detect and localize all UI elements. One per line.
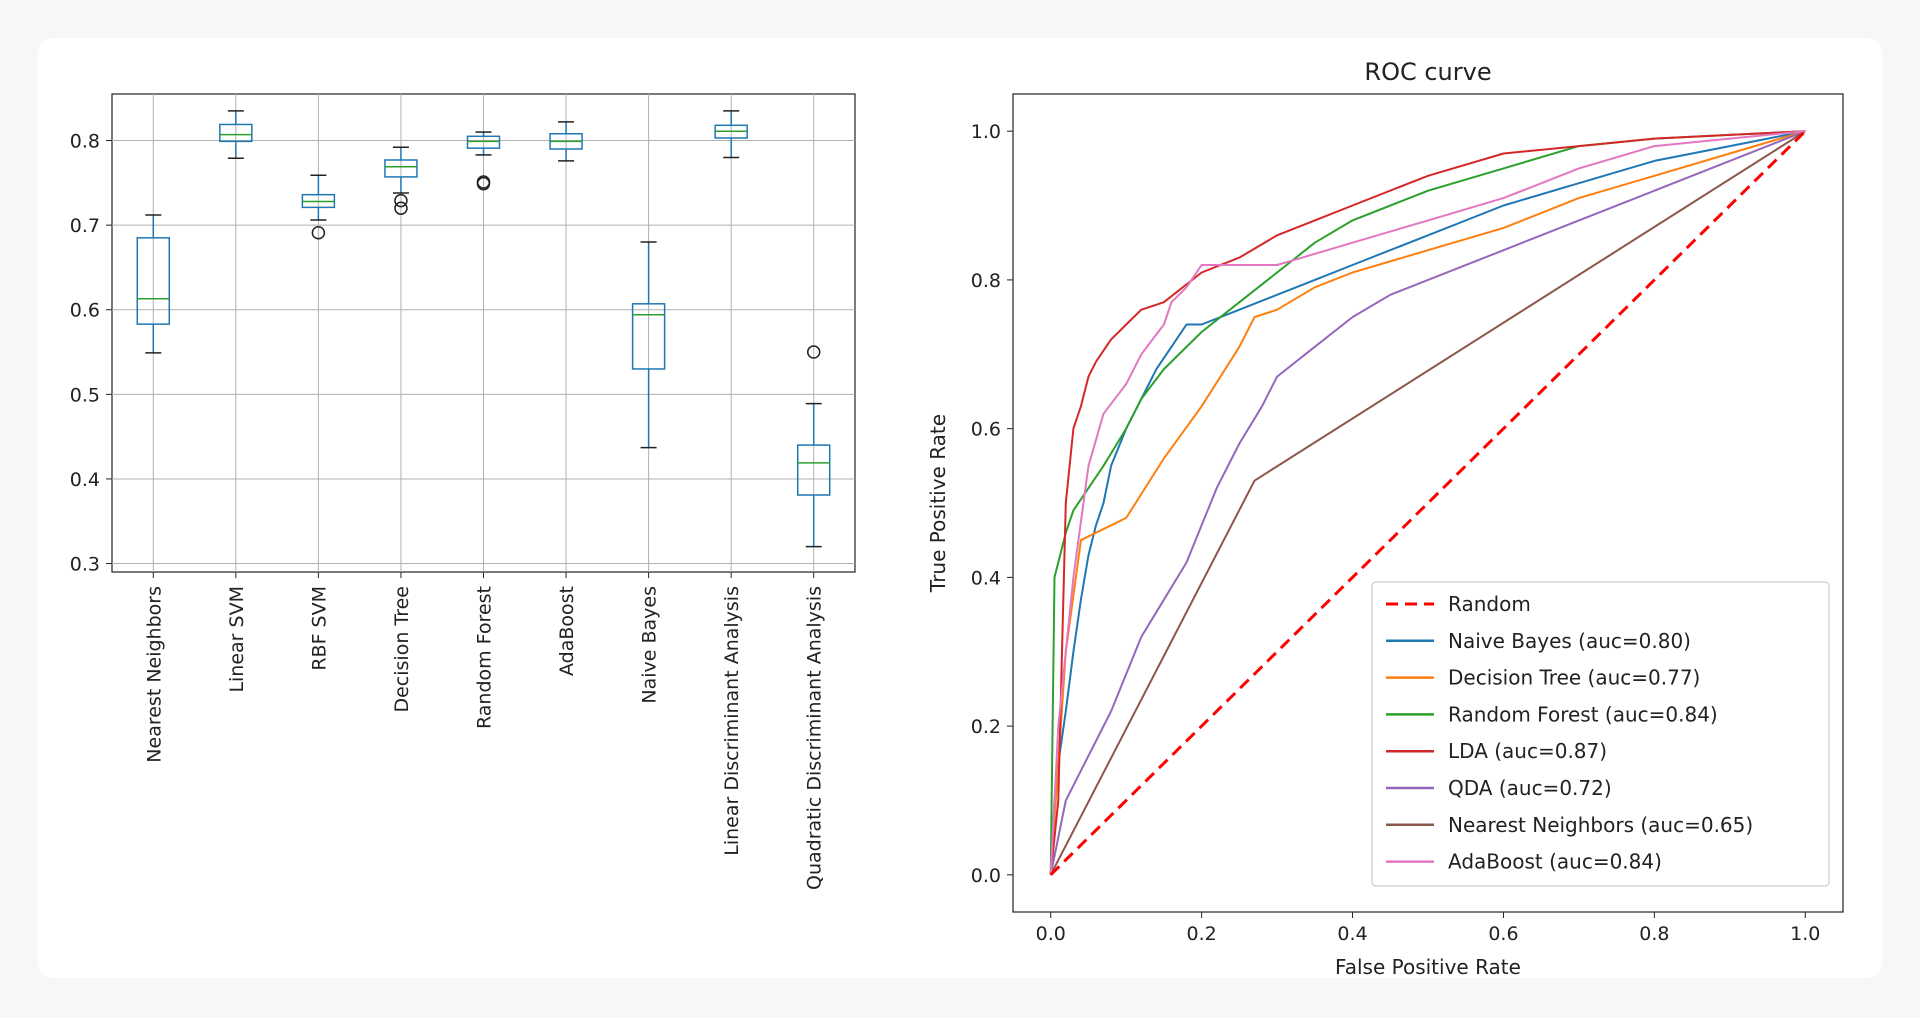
roc-lines <box>1049 130 1807 876</box>
roc-line-random <box>1049 130 1807 876</box>
box-flier <box>476 176 491 191</box>
boxplot-x-ticks: Nearest Neighbors Linear SVM RBF SVM Decisi… <box>143 572 826 890</box>
boxplot-x-tick-label: Linear Discriminant Analysis <box>721 586 743 856</box>
roc-y-tick-label: 0.8 <box>971 270 1001 292</box>
boxplot-y-tick-label: 0.5 <box>70 384 100 406</box>
roc-legend-label: Random Forest (auc=0.84) <box>1448 702 1718 726</box>
roc-legend-label: Decision Tree (auc=0.77) <box>1448 666 1700 690</box>
box-linear-discriminant-analysis <box>714 110 748 159</box>
boxplot-y-tick-label: 0.4 <box>70 469 100 491</box>
roc-line-qda <box>1049 130 1806 875</box>
box-flier <box>806 345 821 359</box>
box-linear-svm <box>219 110 253 160</box>
roc-x-tick-label: 1.0 <box>1790 923 1820 945</box>
roc-y-tick-label: 0.4 <box>971 567 1001 589</box>
boxplot-marks <box>136 110 831 548</box>
roc-legend-label: Random <box>1448 592 1531 616</box>
box-random-forest <box>466 131 501 191</box>
roc-x-tick-label: 0.8 <box>1639 923 1669 945</box>
boxplot-x-tick-label: Decision Tree <box>391 586 413 713</box>
roc-x-tick-label: 0.2 <box>1187 923 1217 945</box>
roc-line-random-forest <box>1049 130 1806 875</box>
boxplot-x-tick-label: Linear SVM <box>226 586 248 693</box>
boxplot-y-tick-label: 0.7 <box>70 215 100 237</box>
roc-y-tick-label: 1.0 <box>971 121 1001 143</box>
box-naive-bayes <box>631 241 666 449</box>
roc-y-tick-label: 0.2 <box>971 716 1001 738</box>
roc-x-tick-label: 0.0 <box>1036 923 1066 945</box>
box-flier <box>311 225 326 240</box>
boxplot-x-tick-label: RBF SVM <box>308 586 330 671</box>
roc-x-axis-label: False Positive Rate <box>1335 955 1521 979</box>
roc-title: ROC curve <box>1364 58 1491 86</box>
roc-y-ticks: 0.0 0.2 0.4 0.6 0.8 1.0 <box>971 121 1013 887</box>
roc-line-naive-bayes <box>1049 130 1806 875</box>
roc-legend: Random Naive Bayes (auc=0.80) Decision Tre… <box>1371 581 1830 887</box>
roc-y-tick-label: 0.6 <box>971 419 1001 441</box>
roc-y-tick-label: 0.0 <box>971 865 1001 887</box>
box-body <box>631 303 666 370</box>
box-body <box>136 237 171 325</box>
roc-legend-label: AdaBoost (auc=0.84) <box>1448 850 1662 874</box>
boxplot-y-tick-label: 0.6 <box>70 300 100 322</box>
boxplot-x-tick-label: Quadratic Discriminant Analysis <box>804 586 826 890</box>
boxplot-y-ticks: 0.3 0.4 0.5 0.6 0.7 0.8 <box>70 131 112 576</box>
roc-line-lda <box>1049 130 1806 875</box>
box-body <box>796 444 831 496</box>
roc-line-nearest-neighbors <box>1049 130 1806 876</box>
box-body <box>466 135 501 149</box>
box-nearest-neighbors <box>136 214 171 354</box>
box-decision-tree <box>384 146 418 215</box>
roc-legend-label: LDA (auc=0.87) <box>1448 739 1607 763</box>
boxplot-x-tick-label: Random Forest <box>474 586 496 729</box>
roc-legend-label: Naive Bayes (auc=0.80) <box>1448 629 1691 653</box>
roc-line-decision-tree <box>1049 130 1806 875</box>
boxplot-x-tick-label: Naive Bayes <box>639 586 661 704</box>
roc-legend-label: Nearest Neighbors (auc=0.65) <box>1448 813 1753 837</box>
roc-x-tick-label: 0.6 <box>1488 923 1518 945</box>
box-body <box>384 159 418 178</box>
roc-legend-label: QDA (auc=0.72) <box>1448 776 1612 800</box>
roc-x-tick-label: 0.4 <box>1337 923 1367 945</box>
box-flier <box>394 201 408 215</box>
roc-chart: ROC curve 0.0 0.2 0.4 0.6 0.8 1.0 0.00.20.40.… <box>926 58 1844 979</box>
boxplot-y-tick-label: 0.8 <box>70 131 100 153</box>
box-flier <box>394 193 408 208</box>
boxplot-chart: 0.3 0.4 0.5 0.6 0.7 0.8 Nearest Neighbors Line… <box>70 93 856 890</box>
roc-legend-box <box>1371 581 1830 887</box>
roc-x-ticks: 0.0 0.2 0.4 0.6 0.8 1.0 <box>1036 912 1820 945</box>
roc-line-adaboost <box>1049 130 1806 875</box>
boxplot-x-tick-label: Nearest Neighbors <box>143 586 165 763</box>
boxplot-y-tick-label: 0.3 <box>70 554 100 576</box>
roc-y-axis-label: True Positive Rate <box>926 414 950 593</box>
box-quadratic-discriminant-analysis <box>796 345 831 548</box>
box-rbf-svm <box>301 174 336 240</box>
boxplot-x-tick-label: AdaBoost <box>556 586 578 676</box>
box-adaboost <box>549 121 583 162</box>
box-body <box>219 123 253 143</box>
